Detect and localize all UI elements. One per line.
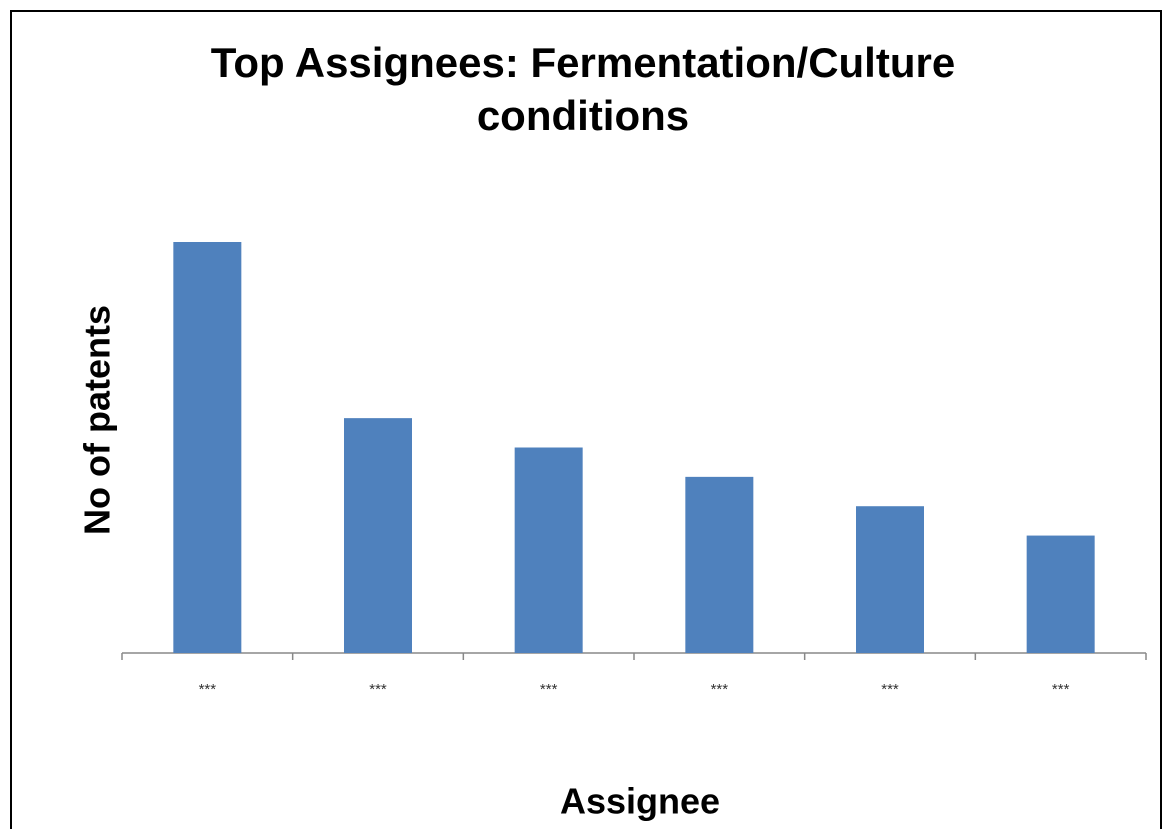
bar <box>344 418 412 653</box>
bar <box>856 506 924 653</box>
bar <box>685 476 754 653</box>
x-tick-label: *** <box>881 681 899 698</box>
frame <box>10 10 1162 829</box>
x-tick-label: *** <box>1052 681 1070 698</box>
chart-title: Top Assignees: Fermentation/Culture cond… <box>210 39 956 139</box>
x-tick-label: *** <box>711 681 729 698</box>
bar <box>173 242 242 653</box>
x-axis-label: Assignee <box>560 781 720 822</box>
x-tick-label: *** <box>369 681 387 698</box>
bar <box>514 447 583 653</box>
x-tick-label: *** <box>540 681 558 698</box>
x-tick-label: *** <box>199 681 217 698</box>
y-axis-label: No of patents <box>77 305 118 535</box>
bar <box>1026 535 1095 653</box>
